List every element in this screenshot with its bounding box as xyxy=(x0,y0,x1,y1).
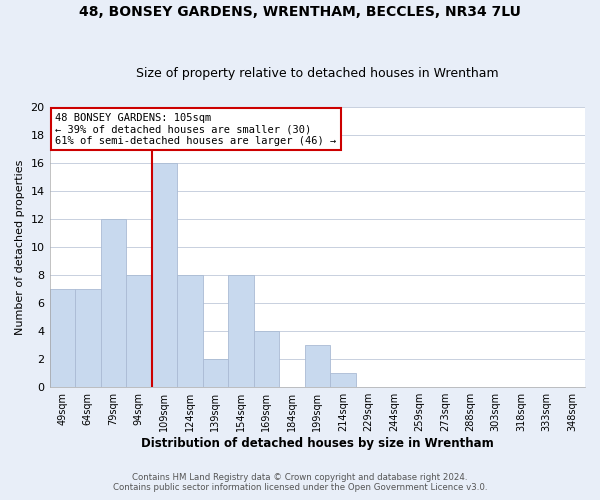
Title: Size of property relative to detached houses in Wrentham: Size of property relative to detached ho… xyxy=(136,66,499,80)
Bar xyxy=(228,275,254,387)
Bar xyxy=(203,359,228,387)
Y-axis label: Number of detached properties: Number of detached properties xyxy=(15,160,25,335)
Bar xyxy=(152,163,177,387)
Bar xyxy=(126,275,152,387)
Bar xyxy=(50,289,75,387)
Text: 48 BONSEY GARDENS: 105sqm
← 39% of detached houses are smaller (30)
61% of semi-: 48 BONSEY GARDENS: 105sqm ← 39% of detac… xyxy=(55,112,337,146)
X-axis label: Distribution of detached houses by size in Wrentham: Distribution of detached houses by size … xyxy=(141,437,494,450)
Bar xyxy=(330,373,356,387)
Bar xyxy=(101,219,126,387)
Bar xyxy=(177,275,203,387)
Bar xyxy=(254,331,279,387)
Text: 48, BONSEY GARDENS, WRENTHAM, BECCLES, NR34 7LU: 48, BONSEY GARDENS, WRENTHAM, BECCLES, N… xyxy=(79,5,521,19)
Bar xyxy=(305,345,330,387)
Bar xyxy=(75,289,101,387)
Text: Contains HM Land Registry data © Crown copyright and database right 2024.
Contai: Contains HM Land Registry data © Crown c… xyxy=(113,473,487,492)
